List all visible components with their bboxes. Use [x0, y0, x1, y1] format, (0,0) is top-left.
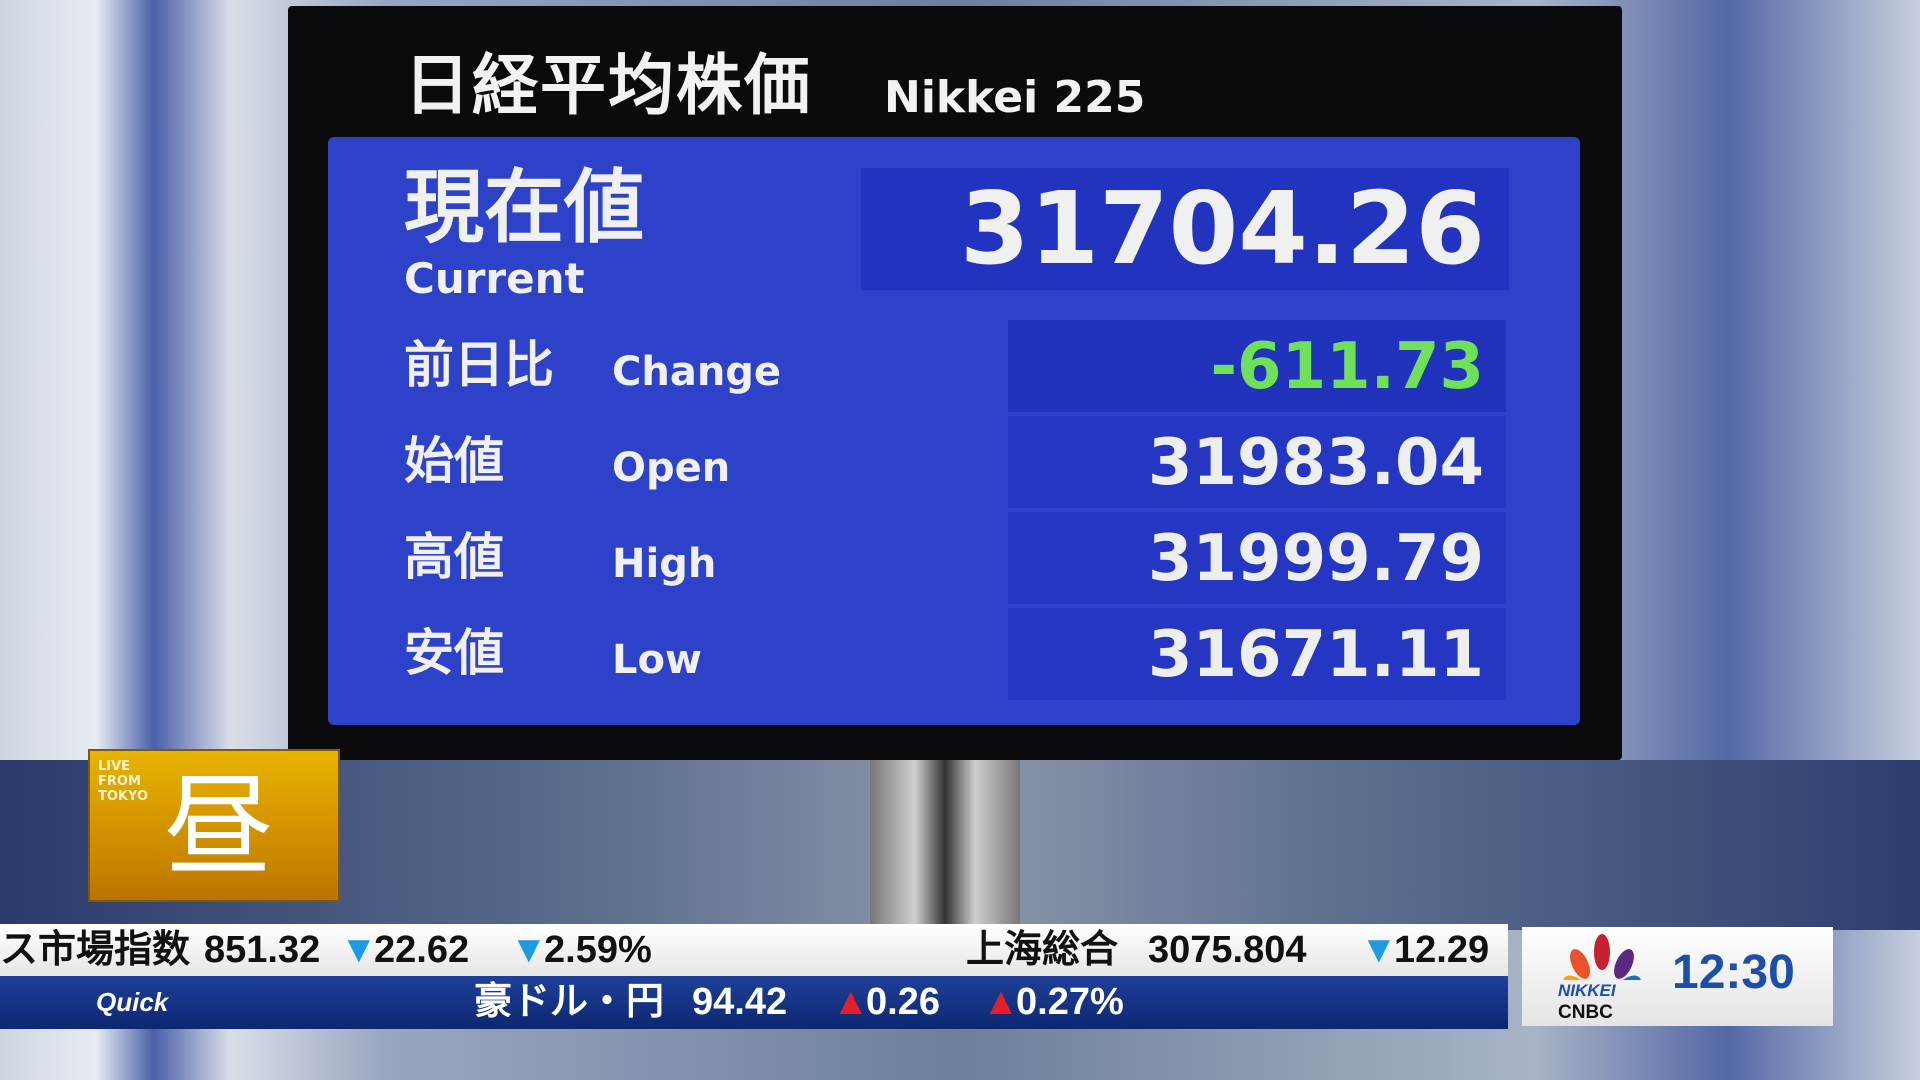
live-from-tokyo-badge: LIVE FROM TOKYO 昼 — [88, 749, 340, 902]
open-label-en: Open — [612, 445, 731, 491]
ticker-change: 22.62 — [374, 929, 470, 971]
peacock-icon — [1562, 934, 1642, 980]
low-label-jp: 安値 — [404, 624, 504, 682]
ticker-change: 12.29 — [1394, 929, 1490, 971]
down-arrow-icon: ▼ — [340, 929, 378, 971]
low-label-en: Low — [612, 637, 702, 683]
high-value: 31999.79 — [1147, 522, 1484, 596]
high-label-jp: 高値 — [404, 528, 504, 586]
current-label-jp: 現在値 — [404, 161, 644, 254]
current-value-box: 31704.26 — [861, 168, 1509, 290]
ticker-name: 上海総合 — [966, 929, 1119, 971]
monitor-stand — [870, 760, 1020, 930]
open-value: 31983.04 — [1147, 426, 1484, 500]
clock-time: 12:30 — [1672, 946, 1795, 999]
badge-line: LIVE — [98, 759, 131, 774]
board-title-jp: 日経平均株価 — [404, 47, 812, 124]
ticker-percent: 0.27% — [1016, 981, 1124, 1023]
row-change: -611.73 前日比 Change — [0, 320, 1920, 415]
low-value: 31671.11 — [1147, 618, 1484, 692]
nikkei-cnbc-logo-box: NIKKEI CNBC 12:30 — [1522, 927, 1833, 1026]
row-open: 31983.04 始値 Open — [0, 416, 1920, 511]
high-label-en: High — [612, 541, 717, 587]
up-arrow-icon: ▲ — [982, 981, 1020, 1023]
ticker-value: 851.32 — [204, 929, 321, 971]
quick-logo: Quick — [96, 987, 169, 1017]
badge-line: TOKYO — [98, 789, 148, 804]
logo-cnbc: CNBC — [1558, 1002, 1613, 1023]
current-label-en: Current — [404, 254, 585, 303]
badge-kanji: 昼 — [164, 763, 274, 891]
ticker-name: 豪ドル・円 — [474, 981, 665, 1023]
down-arrow-icon: ▼ — [1360, 929, 1398, 971]
change-label-en: Change — [612, 349, 782, 395]
ticker-percent: 2.59% — [544, 929, 652, 971]
badge-line: FROM — [98, 774, 141, 789]
board-title-en: Nikkei 225 — [884, 72, 1146, 123]
ticker-name: ス市場指数 — [0, 929, 191, 971]
up-arrow-icon: ▲ — [832, 981, 870, 1023]
ticker-bottom: Quick 豪ドル・円 94.42 ▲ 0.26 ▲ 0.27% — [0, 976, 1508, 1029]
logo-nikkei: NIKKEI — [1558, 981, 1616, 1000]
row-low: 31671.11 安値 Low — [0, 608, 1920, 703]
ticker-top: ス市場指数 851.32 ▼ 22.62 ▼ 2.59% 上海総合 3075.8… — [0, 924, 1508, 976]
change-value: -611.73 — [1210, 330, 1484, 404]
ticker-value: 94.42 — [692, 981, 788, 1023]
row-high: 31999.79 高値 High — [0, 512, 1920, 607]
ticker-change: 0.26 — [866, 981, 940, 1023]
down-arrow-icon: ▼ — [510, 929, 548, 971]
change-label-jp: 前日比 — [404, 336, 554, 394]
current-value: 31704.26 — [959, 170, 1485, 287]
open-label-jp: 始値 — [404, 432, 504, 490]
ticker-value: 3075.804 — [1148, 929, 1307, 971]
